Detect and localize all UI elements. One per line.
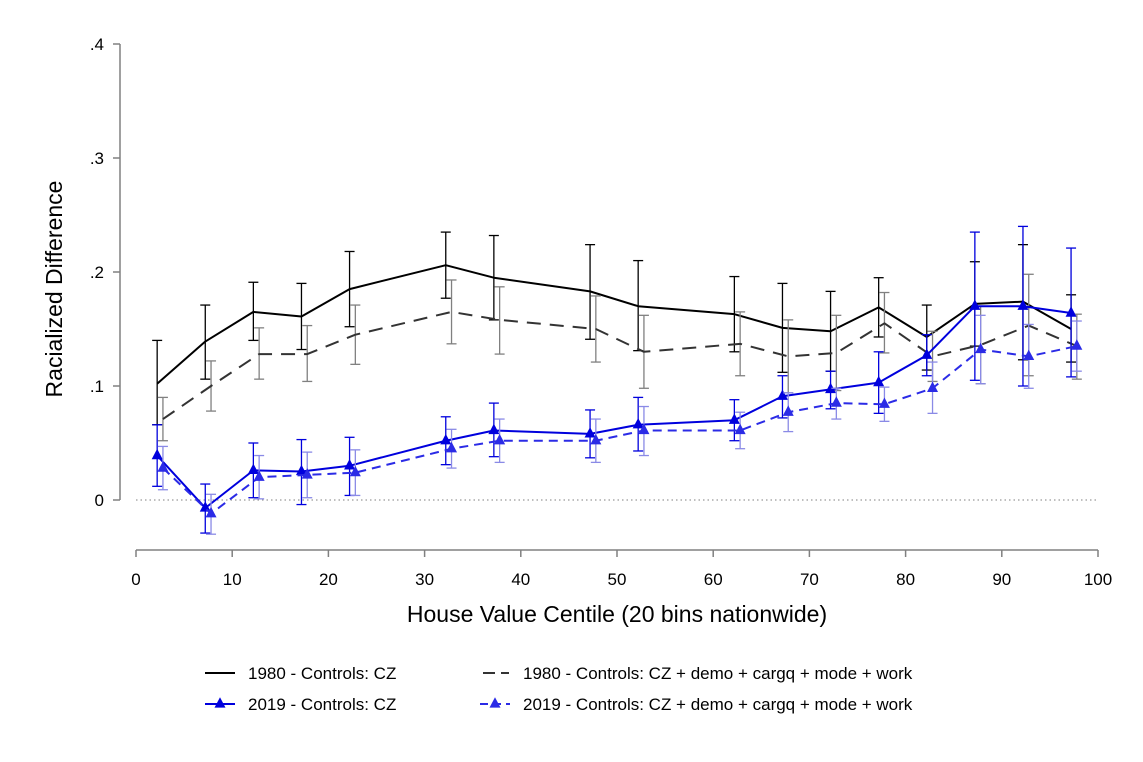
legend-label: 2019 - Controls: CZ <box>248 695 396 714</box>
series-3 <box>151 225 1077 534</box>
data-point <box>638 423 650 435</box>
data-point <box>301 468 313 479</box>
x-tick-label: 30 <box>415 570 434 589</box>
legend-marker <box>489 697 501 708</box>
data-point <box>776 389 788 400</box>
x-tick-label: 100 <box>1084 570 1112 589</box>
data-point <box>157 461 169 472</box>
data-point <box>878 397 890 408</box>
data-point <box>728 413 740 424</box>
data-point <box>969 299 981 310</box>
data-point <box>975 342 987 354</box>
data-point <box>488 423 500 435</box>
data-point <box>151 448 163 460</box>
x-tick-label: 80 <box>896 570 915 589</box>
y-tick-label: 0 <box>95 491 104 510</box>
series-line <box>162 310 1078 420</box>
x-tick-label: 90 <box>992 570 1011 589</box>
x-tick-label: 0 <box>131 570 140 589</box>
x-tick-label: 60 <box>704 570 723 589</box>
data-point <box>1071 339 1083 350</box>
legend-label: 1980 - Controls: CZ <box>248 664 396 683</box>
data-point <box>590 433 602 445</box>
series-line <box>156 264 1072 385</box>
series-4 <box>157 314 1083 535</box>
y-axis: 0 .1 .2 .3 .4 <box>90 35 121 510</box>
y-axis-title: Racialized Difference <box>41 181 67 398</box>
data-point <box>494 433 506 445</box>
legend-label: 1980 - Controls: CZ + demo + cargq + mod… <box>523 664 913 683</box>
data-point <box>1023 349 1035 361</box>
series-2 <box>157 273 1082 442</box>
legend-item-4: 2019 - Controls: CZ + demo + cargq + mod… <box>480 695 913 714</box>
data-point <box>344 459 356 470</box>
data-point <box>446 441 458 453</box>
error-bar <box>446 279 457 345</box>
data-point <box>295 464 307 476</box>
data-point <box>1017 299 1029 310</box>
x-axis: 0 10 20 30 40 50 60 70 80 90 100 <box>131 549 1112 589</box>
x-tick-label: 50 <box>608 570 627 589</box>
legend-marker <box>214 697 226 708</box>
data-point <box>921 348 933 359</box>
y-tick-label: .3 <box>90 149 104 168</box>
x-tick-label: 20 <box>319 570 338 589</box>
data-point <box>1065 306 1077 317</box>
data-point <box>199 501 211 512</box>
legend-item-2: 1980 - Controls: CZ + demo + cargq + mod… <box>483 664 913 683</box>
data-point <box>734 423 746 435</box>
data-point <box>440 433 452 445</box>
y-tick-label: .2 <box>90 263 104 282</box>
x-tick-label: 40 <box>511 570 530 589</box>
x-tick-label: 10 <box>223 570 242 589</box>
data-point <box>873 375 885 387</box>
data-point <box>825 382 837 394</box>
error-bar <box>494 286 505 355</box>
data-point <box>247 463 259 475</box>
data-point <box>253 470 265 481</box>
x-axis-title: House Value Centile (20 bins nationwide) <box>407 601 827 627</box>
legend-item-1: 1980 - Controls: CZ <box>205 664 396 683</box>
data-point <box>205 506 217 518</box>
legend-item-3: 2019 - Controls: CZ <box>205 695 396 714</box>
series-line <box>156 305 1072 509</box>
series-1 <box>152 231 1077 426</box>
data-point <box>830 396 842 407</box>
x-tick-label: 70 <box>800 570 819 589</box>
legend: 1980 - Controls: CZ 1980 - Controls: CZ +… <box>205 664 913 714</box>
series-line <box>162 345 1078 515</box>
y-tick-label: .1 <box>90 377 104 396</box>
legend-label: 2019 - Controls: CZ + demo + cargq + mod… <box>523 695 913 714</box>
data-point <box>632 417 644 429</box>
data-point <box>927 381 939 392</box>
y-tick-label: .4 <box>90 35 104 54</box>
data-point <box>782 405 794 416</box>
data-point <box>584 427 596 438</box>
data-point <box>349 465 361 477</box>
series-layer <box>151 225 1083 535</box>
